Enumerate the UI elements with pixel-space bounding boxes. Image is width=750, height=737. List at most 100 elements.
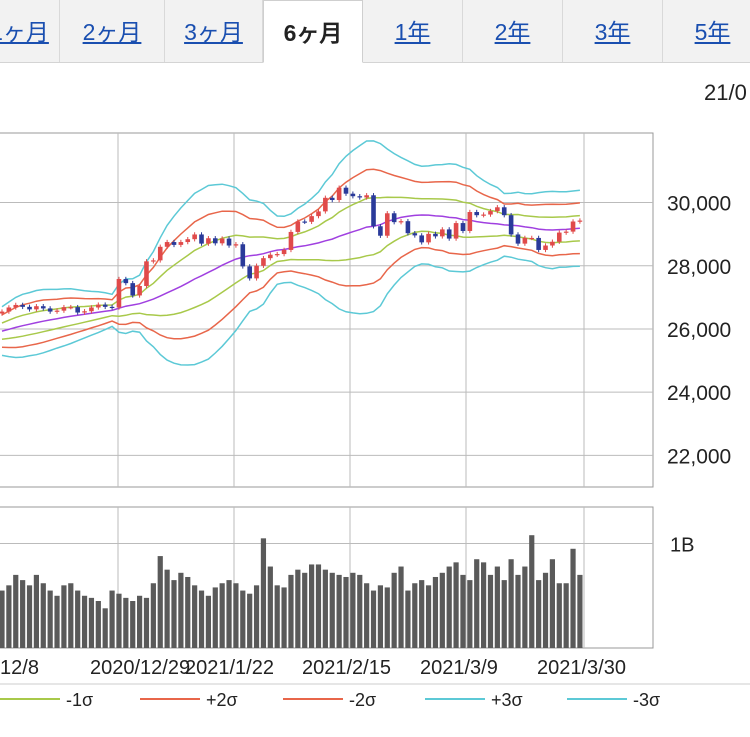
candle-body xyxy=(350,193,356,197)
candle-body xyxy=(144,261,149,286)
volume-bar xyxy=(47,590,53,648)
candle-body xyxy=(398,221,404,223)
x-tick-label: 2021/3/9 xyxy=(420,657,498,679)
volume-bar xyxy=(6,585,12,648)
candle-body xyxy=(446,229,452,239)
candle-body xyxy=(54,310,60,312)
candle-body xyxy=(20,304,25,307)
volume-bar xyxy=(419,580,425,648)
candle-body xyxy=(219,238,225,244)
candle-body xyxy=(316,211,321,217)
volume-bar xyxy=(185,576,191,648)
candle-body xyxy=(61,307,67,311)
legend-label: +2σ xyxy=(206,690,238,710)
candle-body xyxy=(233,244,239,246)
volume-bar xyxy=(391,572,397,648)
y-tick-label: 26,000 xyxy=(667,319,731,342)
tab-3y[interactable]: 3年 xyxy=(563,0,663,62)
candle-body xyxy=(453,223,459,239)
candle-body xyxy=(226,238,232,246)
volume-bar xyxy=(412,583,418,648)
volume-tick-label: 1B xyxy=(670,535,694,557)
volume-bar xyxy=(205,595,211,648)
candle-body xyxy=(192,234,197,240)
volume-bar xyxy=(556,583,562,648)
candle-body xyxy=(329,197,335,201)
candle-body xyxy=(412,233,418,236)
candle-body xyxy=(419,235,424,243)
band-line-p3 xyxy=(1,140,580,308)
candle-body xyxy=(343,187,349,194)
candle-body xyxy=(82,311,87,313)
candle-body xyxy=(96,304,101,308)
volume-bar xyxy=(178,572,184,648)
candle-body xyxy=(474,212,480,216)
volume-bar xyxy=(549,559,555,648)
volume-bar xyxy=(233,583,239,648)
volume-bar xyxy=(432,576,439,648)
volume-bar xyxy=(494,566,500,648)
y-tick-label: 30,000 xyxy=(667,193,731,216)
volume-bar xyxy=(247,593,253,648)
volume-bar xyxy=(302,572,308,648)
volume-bar xyxy=(171,580,177,648)
volume-bar xyxy=(453,562,459,648)
tab-1m[interactable]: 1ヶ月 xyxy=(0,0,60,62)
candle-body xyxy=(529,237,535,240)
volume-bar xyxy=(102,608,108,648)
candle-body xyxy=(109,306,115,309)
x-tick-label: 2021/3/30 xyxy=(537,657,626,679)
volume-bar xyxy=(75,590,81,648)
candle-body xyxy=(34,306,39,310)
volume-bar xyxy=(329,572,335,648)
volume-bar xyxy=(274,585,280,648)
volume-bar xyxy=(315,564,322,648)
tab-3m[interactable]: 3ヶ月 xyxy=(165,0,263,62)
candle-body xyxy=(288,231,294,250)
volume-bar xyxy=(467,580,473,648)
volume-bar xyxy=(501,580,507,648)
tab-2y[interactable]: 2年 xyxy=(463,0,563,62)
volume-bar xyxy=(425,585,432,648)
candle-body xyxy=(391,213,397,223)
volume-bar xyxy=(481,562,487,648)
band-line-m1 xyxy=(1,230,580,340)
candle-body xyxy=(0,311,5,314)
candle-body xyxy=(405,221,411,234)
tab-2m[interactable]: 2ヶ月 xyxy=(60,0,165,62)
legend-label: -2σ xyxy=(349,690,376,710)
volume-bar xyxy=(95,601,101,648)
candle-body xyxy=(577,220,583,222)
candle-body xyxy=(185,239,191,243)
volume-bar xyxy=(288,574,294,648)
tab-5y[interactable]: 5年 xyxy=(663,0,750,62)
candle-body xyxy=(556,232,562,242)
volume-bar xyxy=(13,574,19,648)
candle-body xyxy=(254,265,259,279)
candle-body xyxy=(309,216,314,222)
candle-body xyxy=(130,283,136,296)
volume-bar xyxy=(137,595,143,648)
candle-body xyxy=(68,307,74,309)
legend-label: -1σ xyxy=(66,690,93,710)
volume-bar xyxy=(0,590,5,648)
volume-bar xyxy=(260,538,267,648)
tab-1y[interactable]: 1年 xyxy=(363,0,463,62)
volume-bar xyxy=(198,590,205,648)
candle-body xyxy=(212,238,218,244)
volume-bar xyxy=(336,574,342,648)
volume-bar xyxy=(281,587,287,648)
volume-bar xyxy=(460,574,466,648)
candle-body xyxy=(433,233,438,237)
candle-body xyxy=(240,244,246,267)
candle-body xyxy=(178,242,184,245)
candle-body xyxy=(323,197,328,212)
volume-bar xyxy=(322,569,328,648)
volume-bar xyxy=(150,583,156,648)
candle-body xyxy=(440,229,445,237)
period-tab-bar: 1ヶ月2ヶ月3ヶ月6ヶ月1年2年3年5年 xyxy=(0,0,750,63)
candle-body xyxy=(40,306,46,309)
legend-label: -3σ xyxy=(633,690,660,710)
tab-6m[interactable]: 6ヶ月 xyxy=(263,0,363,63)
